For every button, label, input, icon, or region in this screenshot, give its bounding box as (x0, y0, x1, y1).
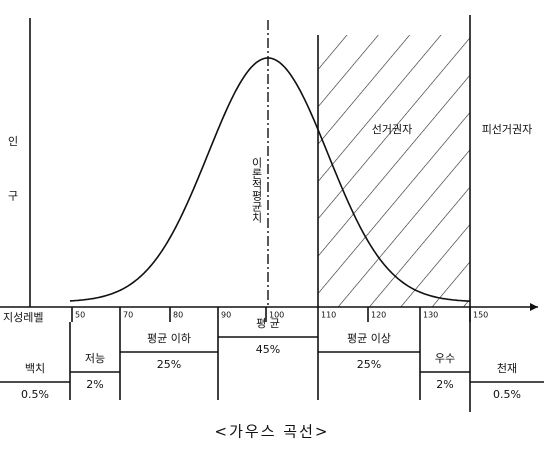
voters-label: 선거권자 (372, 123, 412, 136)
tick-label: 90 (221, 311, 231, 320)
group-share: 45% (256, 343, 280, 356)
group-name: 평 균 (256, 317, 280, 330)
group-share: 2% (86, 378, 103, 391)
tick-label: 110 (321, 311, 336, 320)
tick-label: 150 (473, 311, 488, 320)
tick-label: 130 (423, 311, 438, 320)
group-name: 평균 이상 (347, 332, 391, 345)
tick-label: 70 (123, 311, 133, 320)
tick-label: 120 (371, 311, 386, 320)
x-label: 지성레벨 (3, 311, 43, 324)
y-label: 인 구 (6, 135, 19, 221)
candidates-label: 피선거권자 (482, 123, 533, 136)
caption: <가우스 곡선> (215, 423, 330, 441)
group-share: 0.5% (21, 388, 49, 401)
group-name: 천재 (497, 361, 517, 375)
group-share: 25% (357, 358, 381, 371)
bell-curve (69, 57, 471, 302)
tick-label: 50 (75, 311, 85, 320)
group-share: 2% (436, 378, 453, 391)
mean-label: 이론적평균치 (250, 157, 263, 223)
group-share: 25% (157, 358, 181, 371)
tick-label: 80 (173, 311, 183, 320)
group-share: 0.5% (493, 388, 521, 401)
group-name: 우수 (435, 352, 455, 365)
voter-region (318, 35, 470, 307)
group-name: 백치 (25, 362, 45, 375)
group-name: 저능 (85, 352, 105, 365)
tick-label: 100 (269, 311, 284, 320)
axis-arrow (530, 303, 538, 311)
group-name: 평균 이하 (147, 331, 191, 345)
